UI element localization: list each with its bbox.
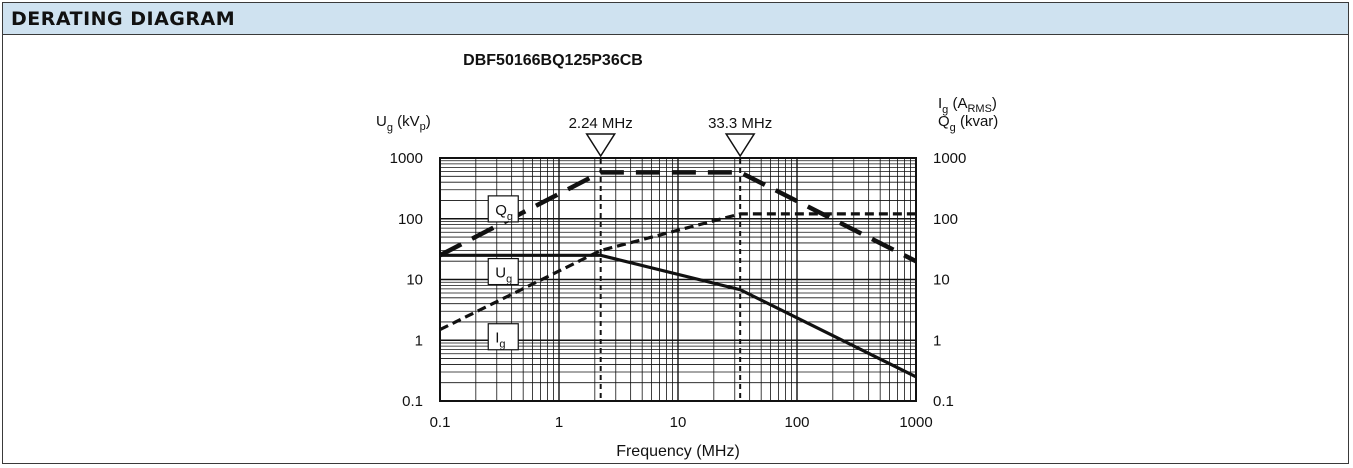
y-tick-label-right: 0.1: [933, 393, 954, 410]
left-axis-label: Ug (kVp): [376, 113, 431, 134]
series-label-box: [487, 257, 519, 286]
y-tick-label-left: 1000: [390, 150, 423, 167]
series-line: [439, 212, 916, 332]
series-line: [438, 170, 918, 264]
marker-triangle: [585, 133, 617, 158]
series-line: [440, 253, 917, 379]
y-tick-label-right: 1: [933, 332, 941, 349]
marker-label: 33.3 MHz: [708, 115, 772, 132]
y-tick-label-right: 100: [933, 211, 958, 228]
series-lines: [438, 170, 918, 379]
y-tick-label-left: 0.1: [402, 393, 423, 410]
plot-frame: [439, 157, 917, 402]
right-axis-label-reactive-power: Qg (kvar): [938, 113, 998, 134]
x-tick-label: 100: [784, 414, 809, 431]
series-label-box: [487, 195, 519, 223]
x-axis-label: Frequency (MHz): [616, 443, 740, 460]
x-tick-label: 0.1: [430, 414, 451, 431]
y-tick-label-right: 10: [933, 272, 950, 289]
chart-title: DBF50166BQ125P36CB: [463, 52, 643, 69]
x-tick-label: 1000: [899, 414, 932, 431]
y-tick-label-left: 100: [398, 211, 423, 228]
frequency-markers: 2.24 MHz 33.3 MHz: [569, 115, 772, 401]
marker-label: 2.24 MHz: [569, 115, 633, 132]
y-tick-label-left: 1: [415, 332, 423, 349]
y-tick-label-left: 10: [406, 272, 423, 289]
panel-title: DERATING DIAGRAM: [11, 7, 236, 30]
axis-labels: Ug (kVp)Ig (ARMS)Qg (kvar): [376, 95, 998, 134]
x-tick-label: 10: [670, 414, 687, 431]
x-tick-label: 1: [555, 414, 563, 431]
derating-chart: DBF50166BQ125P36CB 2.24 MHz 33.3 MHz QgUg…: [376, 52, 998, 460]
marker-triangle: [724, 133, 756, 158]
chart-grid: [440, 158, 916, 401]
series-label-box: [487, 323, 519, 351]
panel-header: DERATING DIAGRAM: [3, 3, 1348, 35]
y-tick-label-right: 1000: [933, 150, 966, 167]
series-label: Ig: [495, 330, 505, 351]
